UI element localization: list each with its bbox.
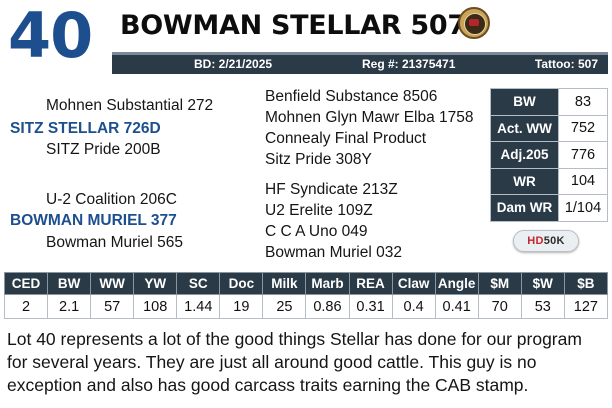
stat-row-adj-205: Adj.205 776	[490, 141, 608, 169]
epd-header: $M	[477, 272, 522, 295]
epd-value: 1.44	[176, 294, 221, 319]
epd-header: Angle	[434, 272, 479, 295]
hd50k-badge: HD50K	[513, 230, 579, 252]
epd-value: 0.86	[305, 294, 350, 319]
epd-value: 57	[90, 294, 135, 319]
epd-header: SC	[176, 272, 221, 295]
dam-dam-sire: C C A Uno 049	[265, 223, 368, 240]
sire-dam-dam: Sitz Pride 308Y	[265, 151, 372, 168]
epd-header-row: CED BW WW YW SC Doc Milk Marb REA Claw A…	[3, 272, 609, 295]
stat-row-act-ww: Act. WW 752	[490, 114, 608, 142]
epd-header: REA	[348, 272, 393, 295]
stat-value: 83	[558, 88, 608, 116]
sire: SITZ STELLAR 726D	[10, 120, 161, 137]
stat-row-wr: WR 104	[490, 167, 608, 195]
stat-row-dam-wr: Dam WR 1/104	[490, 194, 608, 222]
sire-sire: Mohnen Substantial 272	[46, 97, 214, 114]
stat-value: 1/104	[558, 194, 608, 222]
epd-header: CED	[3, 272, 49, 295]
epd-value: 2	[3, 294, 49, 319]
stat-label: Act. WW	[490, 114, 559, 142]
info-bar: BD: 2/21/2025 Reg #: 21375471 Tattoo: 50…	[112, 52, 608, 74]
stat-row-bw: BW 83	[490, 88, 608, 116]
registration-number: Reg #: 21375471	[362, 57, 456, 71]
epd-value: 0.41	[434, 294, 479, 319]
stat-label: BW	[490, 88, 559, 116]
epd-header: $B	[563, 272, 609, 295]
performance-table: BW 83 Act. WW 752 Adj.205 776 WR 104 Dam…	[490, 88, 608, 222]
dam-sire-sire: HF Syndicate 213Z	[265, 181, 398, 198]
epd-header: $W	[520, 272, 565, 295]
sire-dam: SITZ Pride 200B	[46, 141, 161, 158]
stat-label: Dam WR	[490, 194, 559, 222]
epd-header: BW	[47, 272, 92, 295]
stat-value: 752	[558, 114, 608, 142]
epd-header: Doc	[219, 272, 264, 295]
epd-header: YW	[133, 272, 178, 295]
stat-label: WR	[490, 167, 559, 195]
dam: BOWMAN MURIEL 377	[10, 212, 177, 229]
epd-header: Marb	[305, 272, 350, 295]
sire-sire-dam: Mohnen Glyn Mawr Elba 1758	[265, 109, 474, 126]
epd-value: 0.4	[391, 294, 436, 319]
lot-number: 40	[8, 0, 93, 72]
breed-seal-icon	[458, 7, 490, 39]
dam-dam-dam: Bowman Muriel 032	[265, 244, 402, 261]
epd-header: WW	[90, 272, 135, 295]
epd-table: CED BW WW YW SC Doc Milk Marb REA Claw A…	[3, 272, 609, 319]
sire-sire-sire: Benfield Substance 8506	[265, 88, 438, 105]
epd-value: 19	[219, 294, 264, 319]
badge-hd-text: HD	[527, 235, 544, 247]
lot-description: Lot 40 represents a lot of the good thin…	[7, 329, 582, 395]
animal-name: BOWMAN STELLAR 507	[120, 10, 466, 41]
stat-value: 104	[558, 167, 608, 195]
dam-sire-dam: U2 Erelite 109Z	[265, 202, 373, 219]
epd-header: Milk	[262, 272, 307, 295]
stat-label: Adj.205	[490, 141, 559, 169]
epd-value: 53	[520, 294, 565, 319]
epd-value: 108	[133, 294, 178, 319]
epd-value: 0.31	[348, 294, 393, 319]
epd-value-row: 2 2.1 57 108 1.44 19 25 0.86 0.31 0.4 0.…	[3, 294, 609, 319]
birth-date: BD: 2/21/2025	[194, 57, 273, 71]
sire-dam-sire: Connealy Final Product	[265, 130, 427, 147]
badge-50k-text: 50K	[543, 235, 565, 247]
dam-sire: U-2 Coalition 206C	[46, 191, 177, 208]
dam-dam: Bowman Muriel 565	[46, 234, 183, 251]
epd-value: 2.1	[47, 294, 92, 319]
epd-header: Claw	[391, 272, 436, 295]
epd-value: 70	[477, 294, 522, 319]
epd-value: 127	[563, 294, 609, 319]
tattoo: Tattoo: 507	[534, 57, 598, 71]
epd-value: 25	[262, 294, 307, 319]
stat-value: 776	[558, 141, 608, 169]
